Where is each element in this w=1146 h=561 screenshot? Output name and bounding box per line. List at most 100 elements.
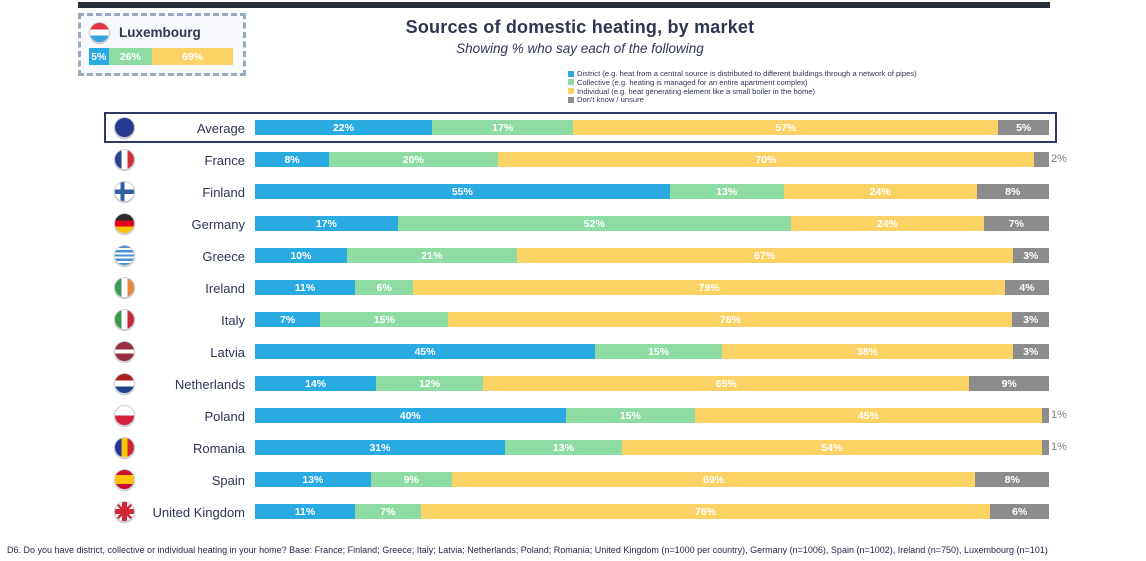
bar-segment: 15%	[320, 312, 449, 327]
segment-value-label: 17%	[315, 217, 337, 230]
bar-segment: 45%	[255, 344, 595, 359]
netherlands-flag-icon	[114, 373, 135, 394]
stacked-bar: 14% 12% 65% 9%	[255, 376, 1049, 391]
legend-label: District (e.g. heat from a central sourc…	[577, 69, 917, 78]
bar-segment: 3%	[1012, 248, 1050, 263]
segment-value-label: 11%	[294, 505, 316, 518]
segment-value-label: 15%	[648, 345, 670, 358]
chart-header: Sources of domestic heating, by market S…	[300, 17, 860, 56]
legend-label: Individual (e.g. heat generating element…	[577, 86, 816, 96]
stacked-bar: 7% 15% 76% 3%	[255, 312, 1050, 327]
segment-value-label: 69%	[182, 50, 204, 63]
segment-value-label: 9%	[403, 473, 419, 486]
chart-subtitle: Showing % who say each of the following	[456, 41, 704, 56]
chart-row: Finland 55% 13% 24% 8%	[0, 176, 1146, 208]
country-label: Ireland	[205, 281, 245, 296]
segment-value-label: 12%	[419, 377, 441, 390]
country-label: Germany	[191, 217, 245, 232]
bar-segment: 38%	[722, 344, 1013, 359]
bar-segment: 70%	[497, 152, 1035, 167]
chart-row: Average 22% 17% 57% 5%	[0, 112, 1146, 144]
latvia-flag-icon	[114, 341, 135, 362]
bar-segment	[1041, 408, 1049, 423]
segment-value-label: 13%	[552, 441, 574, 454]
luxembourg-stacked-bar: 5% 26% 69%	[89, 48, 233, 65]
bar-segment: 5%	[89, 48, 109, 65]
luxembourg-callout-label: Luxembourg	[119, 25, 201, 40]
bar-segment: 40%	[255, 408, 566, 423]
legend-item: Individual (e.g. heat generating element…	[568, 86, 917, 97]
bar-segment: 15%	[565, 408, 696, 423]
bar-segment: 22%	[255, 120, 432, 135]
chart-row: Spain 13% 9% 69% 8%	[0, 464, 1146, 496]
segment-value-label: 69%	[703, 473, 725, 486]
bar-segment: 57%	[573, 120, 999, 135]
bar-segment: 14%	[255, 376, 377, 391]
segment-value-label: 5%	[1016, 121, 1032, 134]
bar-segment: 69%	[451, 472, 976, 487]
country-label: France	[204, 153, 245, 168]
outside-value-label: 1%	[1051, 441, 1067, 453]
bar-segment: 79%	[413, 280, 1005, 295]
bar-segment: 13%	[504, 440, 622, 455]
chart-row: Germany 17% 52% 24% 7%	[0, 208, 1146, 240]
legend-label: Don't know / unsure	[577, 95, 644, 105]
base-footnote: D6. Do you have district, collective or …	[7, 545, 1048, 555]
greece-flag-icon	[114, 245, 135, 266]
chart-row: Ireland 11% 6% 79% 4%	[0, 272, 1146, 304]
country-label: Poland	[204, 409, 245, 424]
country-label: Netherlands	[174, 377, 245, 392]
france-flag-icon	[114, 149, 135, 170]
bar-segment: 20%	[329, 152, 498, 167]
legend-swatch-icon	[568, 70, 574, 77]
bar-segment: 13%	[255, 472, 371, 487]
segment-value-label: 5%	[91, 50, 107, 63]
bar-segment: 9%	[370, 472, 452, 487]
chart-row: Romania 31% 13% 54% 1%	[0, 432, 1146, 464]
ireland-flag-icon	[114, 277, 135, 298]
stacked-bar: 17% 52% 24% 7%	[255, 216, 1050, 231]
legend-item: Collective (e.g. heating is managed for …	[568, 78, 917, 88]
italy-flag-icon	[114, 309, 135, 330]
segment-value-label: 13%	[302, 473, 324, 486]
chart-legend: District (e.g. heat from a central sourc…	[568, 69, 917, 105]
bar-segment: 9%	[969, 376, 1049, 391]
segment-value-label: 40%	[399, 409, 421, 422]
segment-value-label: 26%	[119, 50, 141, 63]
segment-value-label: 76%	[719, 313, 741, 326]
country-label: United Kingdom	[152, 505, 246, 520]
bar-segment: 11%	[255, 504, 355, 519]
bar-segment: 69%	[152, 48, 233, 65]
bar-segment: 15%	[594, 344, 723, 359]
segment-value-label: 11%	[294, 281, 316, 294]
segment-value-label: 45%	[414, 345, 436, 358]
legend-swatch-icon	[568, 79, 574, 86]
segment-value-label: 70%	[755, 153, 777, 166]
stacked-bar-chart: Average 22% 17% 57% 5% France 8% 20% 70% 2% F…	[0, 112, 1146, 528]
segment-value-label: 15%	[619, 409, 641, 422]
chart-row: France 8% 20% 70% 2%	[0, 144, 1146, 176]
segment-value-label: 14%	[305, 377, 327, 390]
bar-segment: 24%	[783, 184, 977, 199]
segment-value-label: 6%	[376, 281, 392, 294]
bar-segment: 4%	[1004, 280, 1049, 295]
stacked-bar: 22% 17% 57% 5%	[255, 120, 1049, 135]
bar-segment: 45%	[695, 408, 1042, 423]
bar-segment: 76%	[448, 312, 1013, 327]
segment-value-label: 10%	[290, 249, 312, 262]
stacked-bar: 11% 7% 76% 6%	[255, 504, 1049, 519]
segment-value-label: 45%	[857, 409, 879, 422]
country-label: Finland	[202, 185, 245, 200]
segment-value-label: 15%	[373, 313, 395, 326]
segment-value-label: 55%	[451, 185, 473, 198]
segment-value-label: 54%	[821, 441, 843, 454]
segment-value-label: 4%	[1019, 281, 1035, 294]
segment-value-label: 8%	[1004, 473, 1020, 486]
spain-flag-icon	[114, 469, 135, 490]
bar-segment: 31%	[255, 440, 505, 455]
bar-segment: 8%	[255, 152, 330, 167]
top-accent-bar	[78, 2, 1050, 8]
bar-segment: 52%	[397, 216, 791, 231]
bar-segment: 17%	[431, 120, 574, 135]
